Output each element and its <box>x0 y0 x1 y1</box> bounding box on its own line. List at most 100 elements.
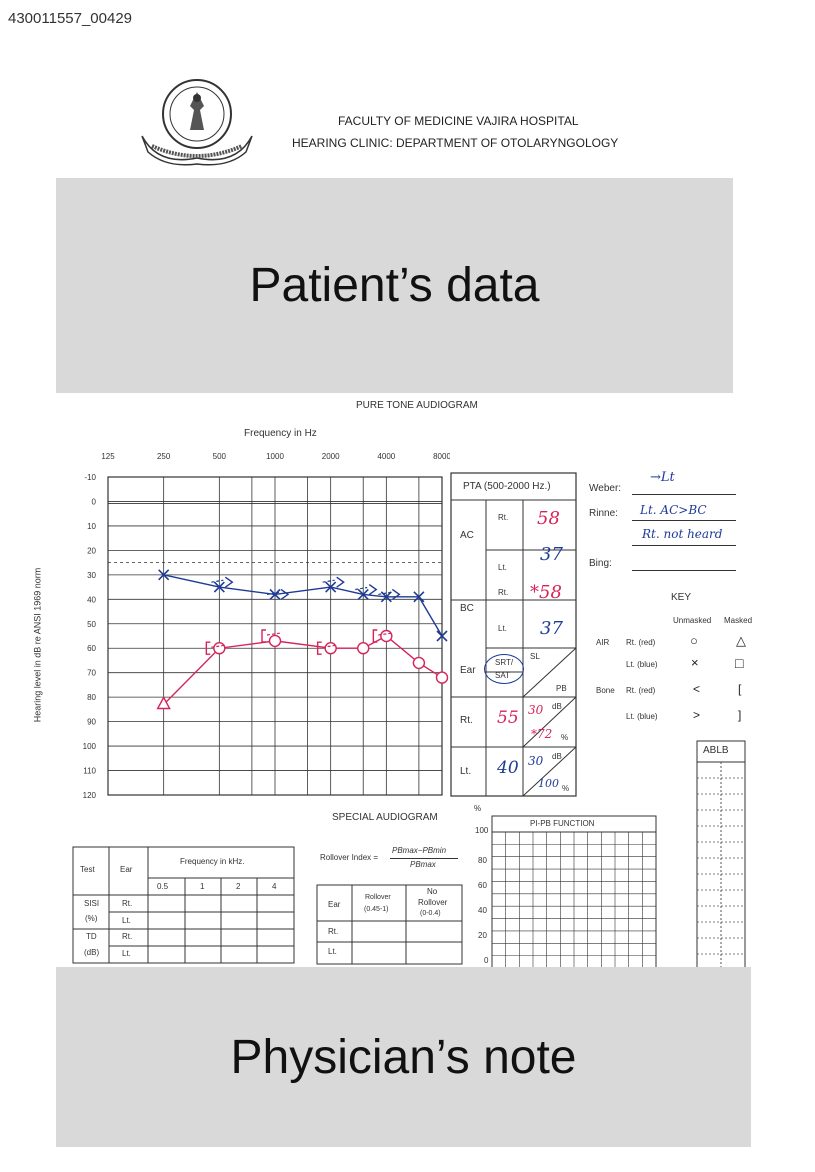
ablb-grid <box>696 740 746 971</box>
freq-tick-1000: 1000 <box>266 452 284 461</box>
bone-lt-unmasked-icon: > <box>693 708 701 722</box>
left-air-point-1000 <box>269 588 281 600</box>
pipb-tick-60: 60 <box>478 881 487 890</box>
sl-rt-db: dB <box>552 702 562 711</box>
no-rollover-range: (0-0.4) <box>420 910 441 917</box>
right-air-point-4000 <box>380 629 393 643</box>
freq-tick-4000: 4000 <box>377 452 395 461</box>
rollover-table <box>316 884 463 965</box>
no-rollover-line2: Rollover <box>418 898 448 907</box>
right-bone-masked-point-500 <box>205 641 211 655</box>
pta-ac-label: AC <box>460 530 474 541</box>
pb-rt-value: *72 <box>531 727 553 741</box>
db-tick-100: 100 <box>83 742 97 751</box>
bone-rt-unmasked-icon: < <box>693 682 701 696</box>
td-label: TD <box>86 932 97 941</box>
rollover-ear-header: Ear <box>328 900 341 909</box>
db-tick-60: 60 <box>87 644 96 653</box>
sisi-pct-label: (%) <box>85 914 98 923</box>
air-lt-unmasked-x-icon: × <box>691 655 699 670</box>
pipb-title: PI-PB FUNCTION <box>530 819 595 828</box>
rinne-value-rt: Rt. not heard <box>642 527 723 541</box>
pipb-tick-0: 0 <box>484 956 489 965</box>
pta-srt-label: SRT/ <box>495 658 514 667</box>
key-unmasked: Unmasked <box>673 616 712 625</box>
sisi-test-header: Test <box>80 865 95 874</box>
rollover-numerator: PBmax−PBmin <box>392 846 447 855</box>
td-rt: Rt. <box>122 932 133 941</box>
pta-bc-lt-value: 37 <box>540 618 563 639</box>
db-tick-120: 120 <box>83 791 97 800</box>
bing-label: Bing: <box>589 558 612 569</box>
key-title: KEY <box>671 592 692 603</box>
pb-lt-value: 100 <box>538 777 559 790</box>
pipb-tick-20: 20 <box>478 931 487 940</box>
left-air-point-3000 <box>357 588 369 600</box>
pta-bc-rt-value: *58 <box>530 582 562 603</box>
pta-table <box>450 472 577 797</box>
y-axis-label: Hearing level in dB re ANSI 1969 norm <box>32 567 43 723</box>
left-air-point-250 <box>158 569 170 581</box>
db-tick-20: 20 <box>87 546 96 555</box>
ablb-label: ABLB <box>703 745 729 756</box>
srt-lt-value: 40 <box>497 758 519 778</box>
right-air-point-8000 <box>435 671 449 684</box>
right-air-point-500 <box>213 642 226 655</box>
audiogram-chart: 125 250 500 1000 2000 4000 8000 -10 0 10 20 30 40 50 6… <box>83 452 450 800</box>
db-tick-10: 10 <box>87 522 96 531</box>
pta-ac-lt-label: Lt. <box>498 563 507 572</box>
rinne-label: Rinne: <box>589 508 618 519</box>
freq-khz-header: Frequency in kHz. <box>180 857 245 866</box>
pipb-chart <box>491 815 657 969</box>
rollover-rt: Rt. <box>328 927 339 936</box>
db-tick--10: -10 <box>84 473 96 482</box>
sisi-rt: Rt. <box>122 899 133 908</box>
pta-ac-rt-label: Rt. <box>498 513 509 522</box>
freq-tick-500: 500 <box>213 452 227 461</box>
db-tick-30: 30 <box>87 571 96 580</box>
right-bone-masked-point-2000 <box>316 641 322 655</box>
sisi-f3: 2 <box>236 882 241 891</box>
pta-sl-label: SL <box>530 652 540 661</box>
right-air-point-2000 <box>324 642 337 655</box>
sisi-lt: Lt. <box>122 916 131 925</box>
sl-lt-value: 30 <box>528 754 544 768</box>
sl-rt-value: 30 <box>528 703 544 717</box>
right-air-point-1000 <box>268 634 282 648</box>
left-bone-point-3000 <box>368 583 378 596</box>
pta-rt-label: Rt. <box>460 715 473 726</box>
right-bone-masked-point-1000 <box>261 629 266 643</box>
audiogram-title: PURE TONE AUDIOGRAM <box>356 400 478 411</box>
rollover-range: (0.45-1) <box>364 906 389 913</box>
pipb-tick-100: 100 <box>475 826 489 835</box>
sisi-f1: 0.5 <box>157 882 169 891</box>
pta-pb-label: PB <box>556 684 567 693</box>
sl-lt-db: dB <box>552 752 562 761</box>
db-tick-80: 80 <box>87 693 96 702</box>
freq-tick-250: 250 <box>157 452 171 461</box>
key-bone-rt: Rt. (red) <box>626 686 656 695</box>
pta-bc-rt-label: Rt. <box>498 588 509 597</box>
air-rt-unmasked-circle-icon: ○ <box>690 633 698 648</box>
pta-ac-lt-value: 37 <box>540 544 563 565</box>
pta-bc-label: BC <box>460 603 474 614</box>
freq-tick-8000: 8000 <box>433 452 450 461</box>
pipb-tick-80: 80 <box>478 856 487 865</box>
physician-note-redaction: Physician’s note <box>56 967 751 1147</box>
key-air: AIR <box>596 638 610 647</box>
right-air-point-3000 <box>357 642 370 655</box>
rollover-denominator: PBmax <box>410 860 436 869</box>
right-bone-masked-point-4000 <box>372 629 378 643</box>
patient-data-label: Patient’s data <box>249 259 540 312</box>
left-bone-point-500 <box>224 576 234 588</box>
left-air-point-8000 <box>436 630 448 642</box>
td-db-label: (dB) <box>84 948 100 957</box>
special-audiogram-title: SPECIAL AUDIOGRAM <box>332 812 438 823</box>
pta-sat-label: SAT <box>495 671 510 680</box>
header-clinic-name: HEARING CLINIC: DEPARTMENT OF OTOLARYNGO… <box>292 136 619 150</box>
key-masked: Masked <box>724 616 753 625</box>
air-lt-masked-square-icon: □ <box>735 655 744 671</box>
pta-ac-rt-value: 58 <box>537 508 560 529</box>
header-hospital-name: FACULTY OF MEDICINE VAJIRA HOSPITAL <box>338 114 579 128</box>
key-air-rt: Rt. (red) <box>626 638 656 647</box>
